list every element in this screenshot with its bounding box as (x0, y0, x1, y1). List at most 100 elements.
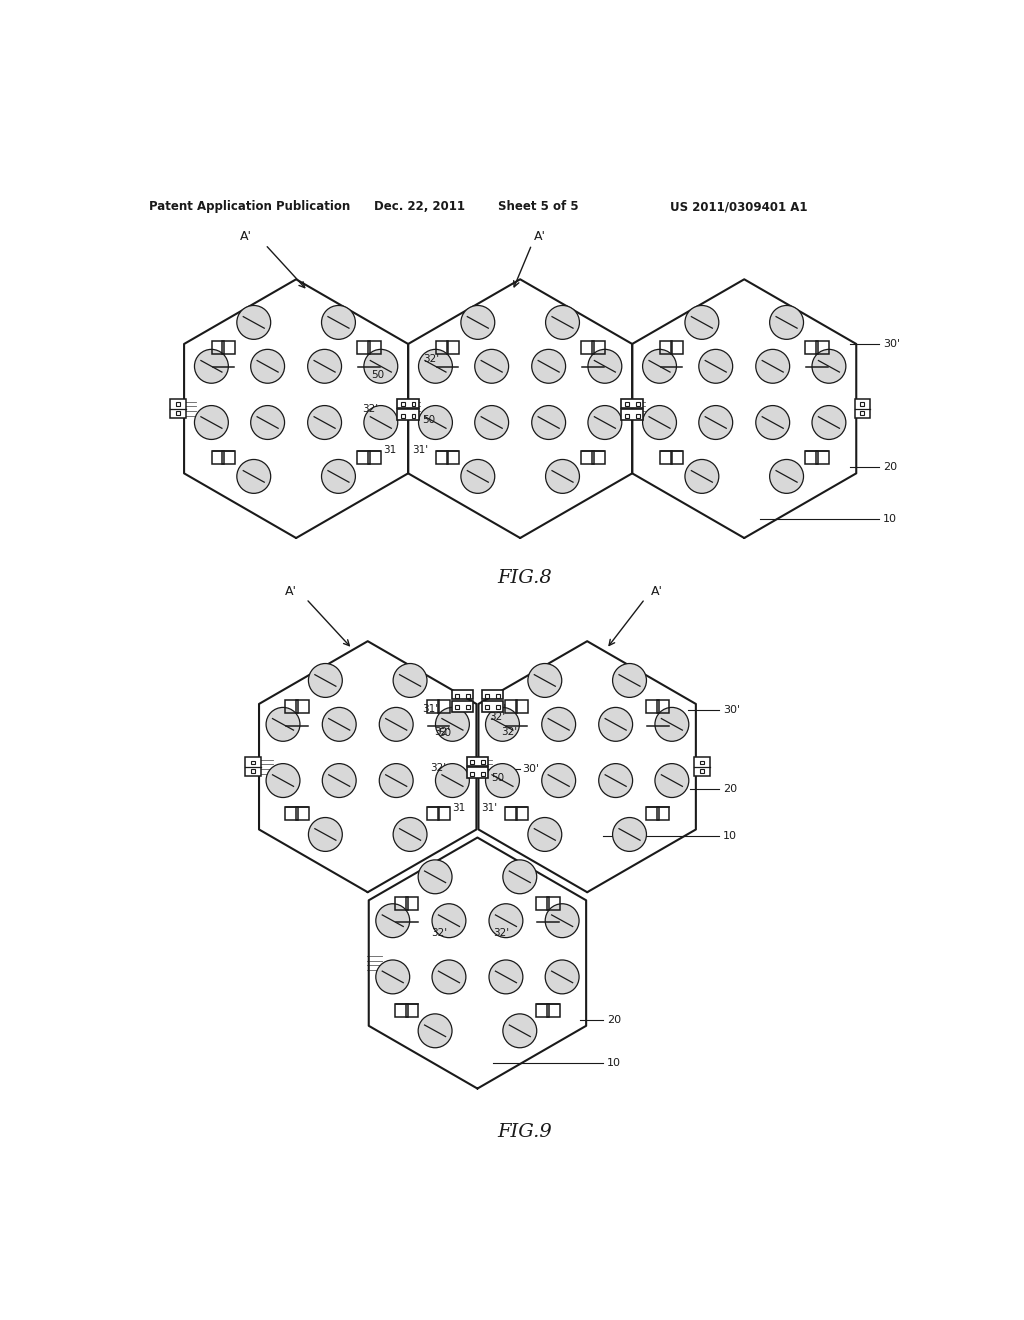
Text: 31': 31' (490, 704, 506, 714)
Text: 31: 31 (453, 804, 466, 813)
Text: 32': 32' (493, 928, 509, 939)
Bar (622, 399, 643, 408)
Circle shape (195, 350, 228, 383)
Bar (592, 341, 604, 354)
Bar (212, 450, 224, 463)
Bar (456, 694, 459, 697)
Text: 32': 32' (431, 928, 447, 939)
Bar (406, 1003, 419, 1016)
Circle shape (237, 305, 270, 339)
Circle shape (545, 960, 580, 994)
Bar (357, 341, 370, 354)
Circle shape (418, 859, 452, 894)
Circle shape (531, 350, 565, 383)
Circle shape (195, 405, 228, 440)
Circle shape (612, 664, 646, 697)
Circle shape (364, 350, 397, 383)
Bar (694, 758, 710, 776)
Circle shape (418, 1014, 452, 1048)
Text: FIG.9: FIG.9 (498, 1123, 552, 1142)
Bar (657, 808, 670, 820)
Circle shape (475, 405, 509, 440)
Circle shape (531, 405, 565, 440)
Circle shape (588, 350, 622, 383)
Circle shape (323, 708, 356, 742)
Bar (659, 341, 672, 354)
Bar (582, 341, 594, 354)
Circle shape (308, 817, 342, 851)
Bar (636, 414, 640, 418)
Circle shape (307, 350, 342, 383)
Bar (816, 341, 828, 354)
Circle shape (756, 350, 790, 383)
Text: 30': 30' (522, 764, 540, 775)
Text: A': A' (240, 231, 252, 243)
Circle shape (770, 459, 804, 494)
Circle shape (237, 459, 270, 494)
Bar (592, 450, 604, 463)
Circle shape (475, 350, 509, 383)
Bar (395, 896, 408, 909)
Bar (481, 760, 484, 764)
Circle shape (643, 350, 677, 383)
Bar (816, 450, 828, 463)
Bar (496, 694, 500, 697)
Circle shape (379, 763, 413, 797)
Circle shape (588, 405, 622, 440)
Circle shape (599, 708, 633, 742)
Bar (446, 450, 459, 463)
Bar (467, 767, 488, 779)
Text: 32': 32' (424, 355, 439, 364)
Text: Dec. 22, 2011: Dec. 22, 2011 (374, 201, 465, 214)
Bar (537, 1003, 549, 1016)
Text: 20: 20 (607, 1015, 622, 1024)
Bar (860, 411, 864, 414)
Bar (625, 414, 629, 418)
Bar (582, 450, 594, 463)
Bar (245, 758, 260, 776)
Text: 10: 10 (723, 830, 737, 841)
Bar (437, 700, 450, 713)
Circle shape (307, 405, 342, 440)
Bar (485, 694, 488, 697)
Bar (357, 450, 370, 463)
Bar (400, 403, 404, 407)
Bar (505, 808, 517, 820)
Bar (176, 411, 180, 414)
Circle shape (698, 350, 733, 383)
Bar (806, 450, 818, 463)
Circle shape (643, 405, 677, 440)
Bar (452, 701, 473, 711)
Text: A': A' (534, 231, 546, 243)
Bar (170, 400, 185, 418)
Text: 32': 32' (502, 727, 518, 737)
Text: A': A' (285, 585, 297, 598)
Circle shape (308, 664, 342, 697)
Bar (251, 770, 255, 774)
Bar (452, 690, 473, 700)
Circle shape (770, 305, 804, 339)
Bar (436, 450, 449, 463)
Bar (222, 341, 234, 354)
Bar (176, 403, 180, 407)
Bar (547, 896, 560, 909)
Circle shape (485, 763, 519, 797)
Bar (406, 896, 419, 909)
Bar (368, 450, 381, 463)
Bar (400, 414, 404, 418)
Circle shape (432, 904, 466, 937)
Bar (806, 341, 818, 354)
Circle shape (489, 904, 523, 937)
Text: 32': 32' (430, 763, 445, 772)
Bar (537, 896, 549, 909)
Circle shape (489, 960, 523, 994)
Bar (657, 700, 670, 713)
Bar (456, 705, 459, 709)
Circle shape (542, 708, 575, 742)
Bar (286, 808, 298, 820)
Circle shape (503, 859, 537, 894)
Circle shape (322, 459, 355, 494)
Bar (466, 705, 470, 709)
Bar (466, 694, 470, 697)
Circle shape (546, 305, 580, 339)
